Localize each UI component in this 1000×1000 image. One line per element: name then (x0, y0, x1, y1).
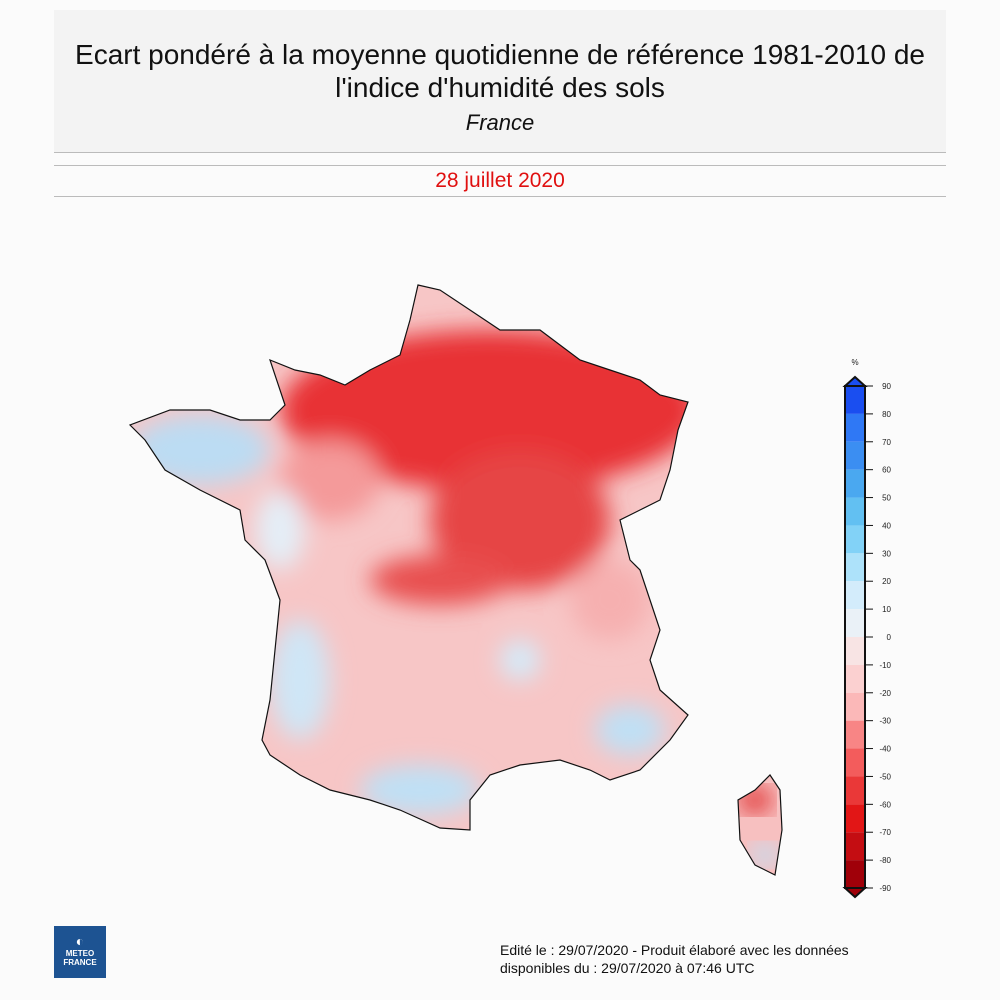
colorbar-band (845, 832, 865, 861)
colorbar-band (845, 497, 865, 526)
colorbar-band (845, 553, 865, 582)
colorbar-tick-label: 80 (882, 410, 891, 419)
colorbar-tick-label: 0 (887, 633, 892, 642)
colorbar-band (845, 525, 865, 554)
colorbar-tick-label: -60 (879, 800, 891, 809)
colorbar-band (845, 720, 865, 749)
colorbar-band (845, 441, 865, 470)
colorbar-band (845, 776, 865, 805)
footer-note: Edité le : 29/07/2020 - Produit élaboré … (500, 941, 849, 977)
logo-icon: ◐ (75, 933, 85, 949)
colorbar-tick-label: 70 (882, 438, 891, 447)
map-title: Ecart pondéré à la moyenne quotidienne d… (54, 38, 946, 104)
colorbar-min-arrow (842, 887, 868, 899)
colorbar-tick-label: -40 (879, 745, 891, 754)
colorbar-band (845, 581, 865, 610)
colorbar-band (845, 692, 865, 721)
colorbar-band (845, 748, 865, 777)
footer-line-2: disponibles du : 29/07/2020 à 07:46 UTC (500, 960, 755, 976)
title-panel: Ecart pondéré à la moyenne quotidienne d… (54, 10, 946, 153)
colorbar-band (845, 664, 865, 693)
colorbar-tick-label: -90 (879, 884, 891, 893)
colorbar-band (845, 413, 865, 442)
colorbar-band (845, 637, 865, 665)
colorbar-tick-label: 40 (882, 521, 891, 530)
colorbar-tick-label: 90 (882, 382, 891, 391)
colorbar-max-arrow (842, 375, 868, 387)
colorbar-tick-label: -50 (879, 772, 891, 781)
footer-line-1: Edité le : 29/07/2020 - Produit élaboré … (500, 942, 849, 958)
logo-line-1: METEO (65, 949, 95, 958)
colorbar-band (845, 860, 865, 888)
colorbar-tick-label: -80 (879, 856, 891, 865)
colorbar-tick-label: 10 (882, 605, 891, 614)
colorbar-tick-label: 60 (882, 466, 891, 475)
meteo-france-logo: ◐ METEO FRANCE (54, 926, 106, 978)
colorbar-tick-label: -30 (879, 717, 891, 726)
colorbar-tick-label: -70 (879, 828, 891, 837)
title-line-2: l'indice d'humidité des sols (335, 72, 665, 103)
date-label: 28 juillet 2020 (54, 165, 946, 197)
colorbar-band (845, 386, 865, 414)
logo-line-2: FRANCE (63, 958, 97, 967)
colorbar-tick-label: -20 (879, 689, 891, 698)
colorbar-unit: % (851, 358, 858, 367)
colorbar-tick-label: 50 (882, 494, 891, 503)
colorbar-band (845, 469, 865, 498)
colorbar: 90 80 70 60 50 40 30 20 10 0 -10 -20 -30 -40 -50 -60 -70… (842, 375, 892, 899)
colorbar-tick-label: -10 (879, 661, 891, 670)
map-subtitle: France (465, 110, 535, 135)
colorbar-band (845, 804, 865, 833)
title-line-1: Ecart pondéré à la moyenne quotidienne d… (75, 39, 925, 70)
colorbar-band (845, 609, 865, 637)
colorbar-tick-label: 30 (882, 549, 891, 558)
colorbar-tick-label: 20 (882, 577, 891, 586)
